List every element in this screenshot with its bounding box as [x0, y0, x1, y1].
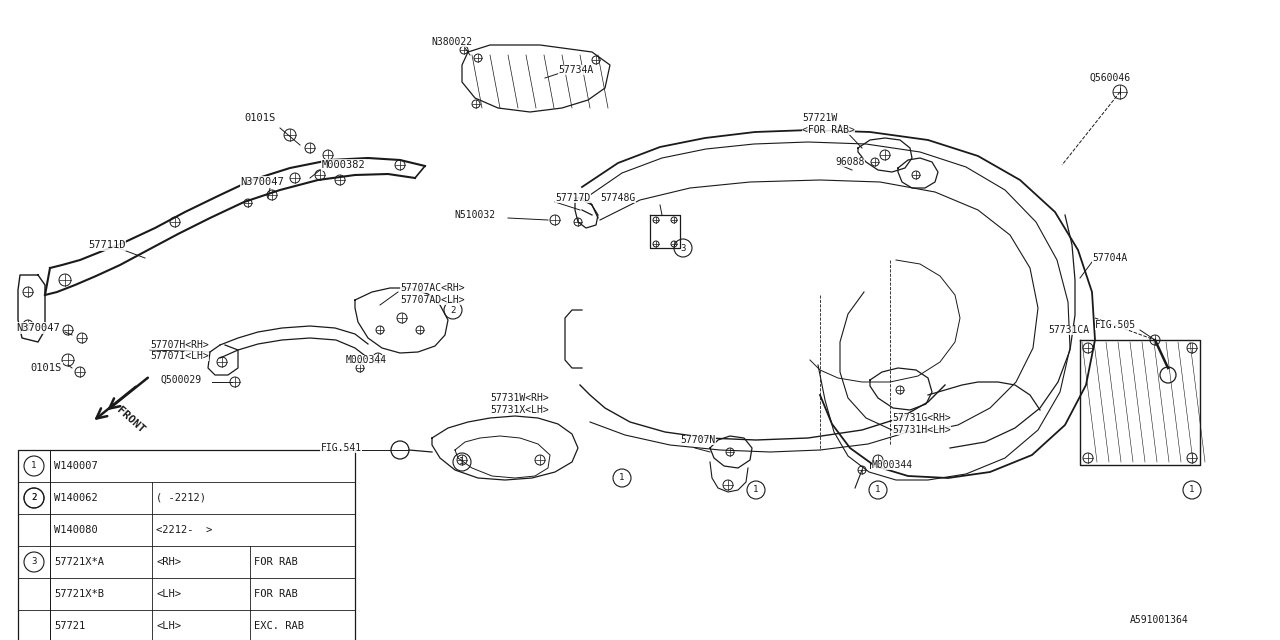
Text: 1: 1 — [754, 486, 759, 495]
Text: Q560046: Q560046 — [1091, 73, 1132, 83]
Text: FOR RAB: FOR RAB — [253, 557, 298, 567]
Text: 57731W<RH>: 57731W<RH> — [490, 393, 549, 403]
Text: M000382: M000382 — [323, 160, 366, 170]
Text: 1: 1 — [31, 461, 37, 470]
Text: 3: 3 — [680, 243, 686, 253]
Text: N370047: N370047 — [17, 323, 60, 333]
Text: 57721X*B: 57721X*B — [54, 589, 104, 599]
Text: 57707H<RH>: 57707H<RH> — [150, 340, 209, 350]
Text: 57721W: 57721W — [803, 113, 837, 123]
Text: FOR RAB: FOR RAB — [253, 589, 298, 599]
Text: ( -2212): ( -2212) — [156, 493, 206, 503]
Text: N510032: N510032 — [454, 210, 495, 220]
Text: 0101S: 0101S — [31, 363, 61, 373]
Text: <LH>: <LH> — [156, 621, 180, 631]
Text: 57731X<LH>: 57731X<LH> — [490, 405, 549, 415]
Text: 57731G<RH>: 57731G<RH> — [892, 413, 951, 423]
Text: 57707N: 57707N — [680, 435, 716, 445]
Text: 96088: 96088 — [835, 157, 864, 167]
Text: 3: 3 — [31, 557, 37, 566]
Text: 1: 1 — [876, 486, 881, 495]
Text: <LH>: <LH> — [156, 589, 180, 599]
Text: N370047: N370047 — [241, 177, 284, 187]
Text: 1: 1 — [460, 458, 465, 467]
Text: N380022: N380022 — [431, 37, 472, 47]
Text: FRONT: FRONT — [115, 405, 147, 435]
Text: 1: 1 — [1189, 486, 1194, 495]
Text: 57707AC<RH>: 57707AC<RH> — [401, 283, 465, 293]
Text: A591001364: A591001364 — [1130, 615, 1189, 625]
Text: W140007: W140007 — [54, 461, 97, 471]
Text: FIG.541: FIG.541 — [321, 443, 362, 453]
Text: 57731CA: 57731CA — [1048, 325, 1089, 335]
Text: 57731H<LH>: 57731H<LH> — [892, 425, 951, 435]
Text: 57734A: 57734A — [558, 65, 593, 75]
Text: 57717D: 57717D — [556, 193, 590, 203]
Text: FIG.505: FIG.505 — [1094, 320, 1137, 330]
Text: 2: 2 — [31, 493, 37, 502]
Text: 1: 1 — [620, 474, 625, 483]
Text: 2: 2 — [31, 493, 37, 502]
Text: W140080: W140080 — [54, 525, 97, 535]
Text: 0101S: 0101S — [244, 113, 275, 123]
Text: Q500029: Q500029 — [160, 375, 201, 385]
Text: 57711D: 57711D — [88, 240, 125, 250]
Text: 57707I<LH>: 57707I<LH> — [150, 351, 209, 361]
Text: M000344: M000344 — [872, 460, 913, 470]
Text: 2: 2 — [451, 305, 456, 314]
Text: <2212-  >: <2212- > — [156, 525, 212, 535]
Text: <FOR RAB>: <FOR RAB> — [803, 125, 855, 135]
Bar — [18, 450, 355, 640]
Text: M000344: M000344 — [346, 355, 387, 365]
Text: <RH>: <RH> — [156, 557, 180, 567]
Text: W140062: W140062 — [54, 493, 97, 503]
Text: 57721: 57721 — [54, 621, 86, 631]
Text: 57704A: 57704A — [1092, 253, 1128, 263]
Text: 57707AD<LH>: 57707AD<LH> — [401, 295, 465, 305]
Text: 57721X*A: 57721X*A — [54, 557, 104, 567]
Text: 57748G: 57748G — [600, 193, 635, 203]
Text: EXC. RAB: EXC. RAB — [253, 621, 305, 631]
